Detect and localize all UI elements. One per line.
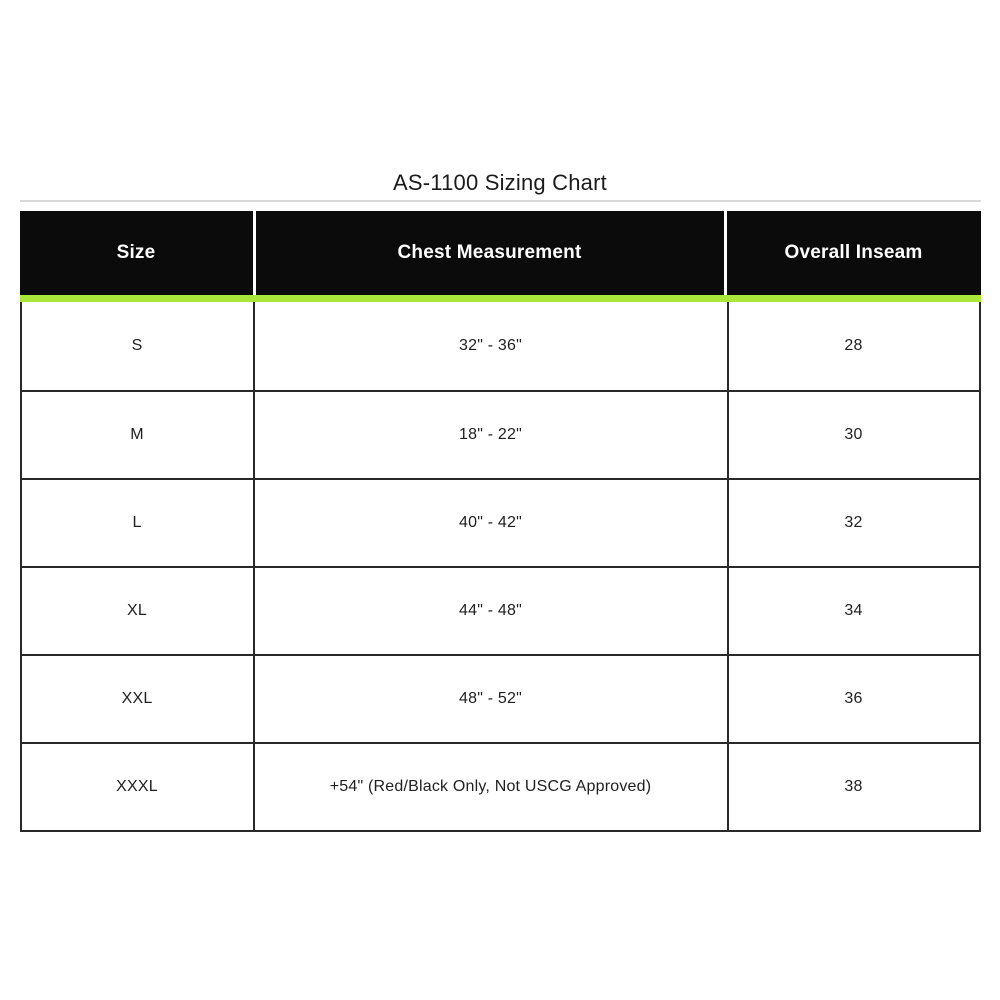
chest-cell: 48" - 52" xyxy=(252,656,727,742)
table-body: S 32" - 36" 28 M 18" - 22" 30 L 40" - 42… xyxy=(19,302,981,832)
chest-cell: 40" - 42" xyxy=(252,480,727,566)
inseam-cell: 30 xyxy=(726,392,979,478)
column-header-chest-measurement: Chest Measurement xyxy=(255,211,724,295)
column-header-overall-inseam: Overall Inseam xyxy=(726,211,981,295)
accent-bar xyxy=(19,295,981,302)
size-cell: L xyxy=(132,514,142,531)
page-title: AS-1100 Sizing Chart xyxy=(393,170,607,195)
size-cell: M xyxy=(130,426,144,443)
column-header-size: Size xyxy=(19,211,253,295)
chest-cell: 32" - 36" xyxy=(252,302,727,390)
chest-cell: +54" (Red/Black Only, Not USCG Approved) xyxy=(252,744,727,830)
sizing-table: Size Chest Measurement Overall Inseam S … xyxy=(19,200,981,832)
table-row-l: L 40" - 42" 32 xyxy=(21,478,979,566)
table-row-m: M 18" - 22" 30 xyxy=(21,390,979,478)
top-divider xyxy=(19,200,981,202)
size-cell: XXXL xyxy=(116,778,158,795)
inseam-cell: 36 xyxy=(726,656,979,742)
table-row-xxl: XXL 48" - 52" 36 xyxy=(21,654,979,742)
chest-cell: 44" - 48" xyxy=(252,568,727,654)
inseam-cell: 32 xyxy=(726,480,979,566)
size-cell: XL xyxy=(127,602,147,619)
size-cell: XXL xyxy=(121,690,153,707)
inseam-cell: 38 xyxy=(726,744,979,830)
chest-cell: 18" - 22" xyxy=(252,392,727,478)
size-cell: S xyxy=(131,337,143,354)
table-row-s: S 32" - 36" 28 xyxy=(21,302,979,390)
table-header-row: Size Chest Measurement Overall Inseam xyxy=(19,211,981,295)
inseam-cell: 28 xyxy=(726,302,979,390)
table-row-xl: XL 44" - 48" 34 xyxy=(21,566,979,654)
table-row-xxxl: XXXL +54" (Red/Black Only, Not USCG Appr… xyxy=(21,742,979,830)
inseam-cell: 34 xyxy=(726,568,979,654)
